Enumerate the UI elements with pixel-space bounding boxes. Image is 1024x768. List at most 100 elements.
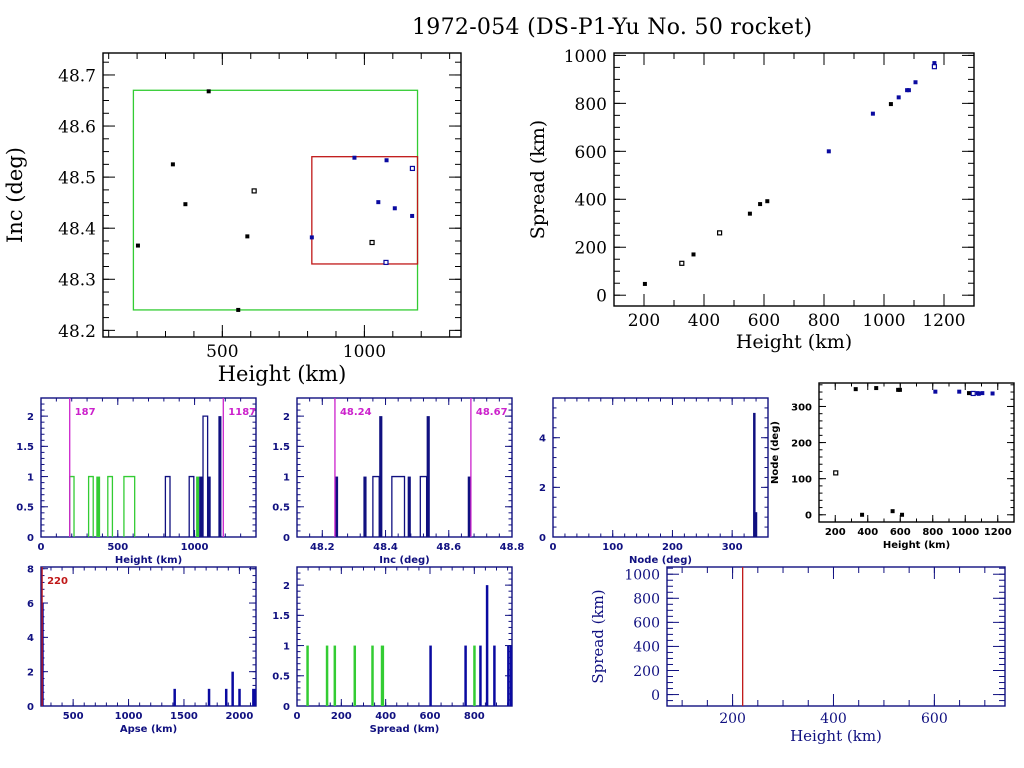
page-title: 1972-054 (DS-P1-Yu No. 50 rocket) (412, 15, 813, 40)
x-tick-label: 400 (375, 711, 396, 722)
x-axis-label: Node (deg) (629, 555, 692, 566)
histogram-bar (507, 645, 510, 706)
y-tick-label: 100 (791, 474, 812, 485)
marker-label: 187 (75, 407, 96, 418)
data-point (691, 252, 696, 257)
y-tick-label: 4 (27, 633, 34, 644)
data-point (410, 213, 415, 218)
histogram-bar (306, 645, 309, 706)
y-tick-label: 800 (633, 592, 660, 608)
data-point (970, 390, 976, 397)
x-tick-label: 48.2 (310, 542, 335, 553)
data-point (642, 281, 647, 286)
data-point (409, 165, 416, 172)
y-tick-label: 1.5 (272, 611, 290, 622)
x-tick-label: 2000 (225, 711, 253, 722)
plot-frame (552, 397, 769, 538)
data-point (135, 243, 140, 248)
x-axis-label: Height (km) (115, 555, 182, 566)
histogram-bar (379, 416, 383, 537)
x-tick-label: 800 (464, 711, 485, 722)
data-point (183, 202, 188, 207)
chart-height-histogram: 0 500 1000 0 0.5 1 1.5 2 Height (km) 187 1187 (16, 397, 257, 566)
y-tick-label: 2 (283, 581, 290, 592)
x-axis-label: Apse (km) (120, 724, 177, 735)
y-axis-label: Spread (km) (527, 120, 549, 239)
x-tick-label: 200 (662, 542, 683, 553)
histogram-bar (754, 512, 758, 537)
y-tick-label: 0.5 (272, 503, 290, 514)
y-tick-label: 48.7 (58, 66, 96, 86)
data-point (957, 389, 962, 394)
y-tick-label: 2 (283, 412, 290, 423)
data-point (236, 307, 241, 312)
histogram-bar (87, 475, 94, 537)
x-tick-label: 1000 (181, 542, 209, 553)
data-point (874, 386, 879, 391)
y-tick-label: 1 (27, 472, 34, 483)
marker-label: 220 (47, 576, 68, 587)
y-tick-label: 0 (651, 688, 660, 704)
histogram-bar (479, 645, 482, 706)
y-tick-label: 600 (633, 616, 660, 632)
y-tick-label: 48.6 (58, 118, 96, 138)
histogram-bar (333, 645, 337, 706)
histogram-bar (202, 415, 209, 537)
y-tick-label: 800 (575, 95, 607, 115)
x-tick-label: 1000 (951, 527, 979, 538)
y-tick-label: 0 (283, 702, 290, 713)
y-tick-label: 600 (575, 143, 607, 163)
marker-label: 48.24 (340, 407, 372, 418)
histogram-bar (372, 475, 380, 537)
data-point (900, 512, 905, 517)
data-point (896, 95, 901, 100)
histogram-bar (467, 476, 471, 537)
x-tick-label: 600 (748, 311, 780, 331)
data-point (833, 470, 839, 476)
y-tick-label: 0 (27, 533, 34, 544)
y-tick-label: 1000 (564, 47, 607, 67)
red-box (311, 156, 419, 265)
chart-inc-vs-height: 500 1000 48.2 48.3 48.4 48.5 48.6 48.7 Height (k… (3, 52, 462, 386)
data-point (251, 188, 257, 194)
x-tick-label: 500 (63, 711, 84, 722)
data-point (931, 64, 938, 70)
histogram-bar (493, 645, 496, 706)
x-tick-label: 100 (602, 542, 623, 553)
data-point (170, 162, 175, 167)
data-point (860, 512, 865, 517)
y-tick-label: 0.5 (272, 672, 290, 683)
x-tick-label: 600 (420, 711, 441, 722)
x-tick-label: 200 (825, 527, 846, 538)
plot-frame (818, 382, 1015, 523)
y-tick-label: 1000 (624, 568, 660, 584)
histogram-bar (207, 476, 211, 537)
data-point (392, 206, 397, 211)
y-tick-label: 48.5 (58, 169, 96, 189)
y-tick-label: 1 (283, 641, 290, 652)
data-point (716, 230, 723, 236)
data-point (933, 389, 938, 394)
histogram-bar (96, 476, 101, 537)
x-tick-label: 1200 (984, 527, 1012, 538)
chart-node-histogram: 0 100 200 300 0 2 4 Node (deg) (539, 397, 769, 566)
plot-frame (102, 52, 462, 338)
y-axis-label: Inc (deg) (3, 147, 27, 243)
data-point (966, 391, 971, 396)
y-tick-label: 200 (791, 438, 812, 449)
histogram-bar (164, 475, 171, 537)
data-point (990, 391, 995, 396)
y-tick-label: 0 (805, 511, 812, 522)
x-axis-label: Height (km) (790, 727, 882, 745)
y-tick-label: 300 (791, 402, 812, 413)
histogram-bar (407, 476, 411, 537)
x-tick-label: 1000 (115, 711, 143, 722)
histogram-bar (107, 475, 114, 537)
x-tick-label: 300 (722, 542, 743, 553)
histogram-bar (371, 645, 374, 706)
data-point (747, 211, 752, 216)
y-tick-label: 48.2 (58, 322, 96, 342)
histogram-bar (473, 645, 476, 706)
histogram-bar (218, 416, 222, 537)
histogram-bar (199, 476, 204, 537)
